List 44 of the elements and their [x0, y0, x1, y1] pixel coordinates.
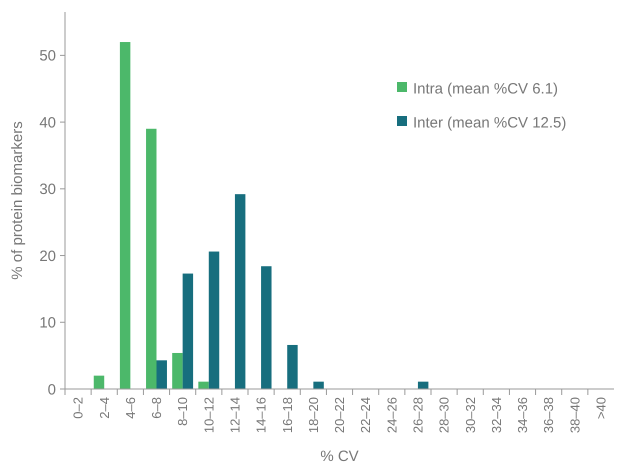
y-tick-label: 20 — [39, 248, 56, 265]
x-tick-label: 30–32 — [462, 397, 478, 434]
y-tick-label: 30 — [39, 181, 56, 198]
bar — [234, 194, 246, 389]
x-tick-label: 0–2 — [70, 397, 86, 419]
bar — [94, 376, 104, 389]
y-tick-label: 50 — [39, 48, 56, 65]
x-tick-label: 20–22 — [332, 397, 348, 434]
bar — [182, 274, 194, 389]
x-tick-label: 26–28 — [410, 397, 426, 434]
x-tick-label: 12–14 — [227, 397, 242, 434]
bar — [418, 382, 428, 389]
x-tick-label: >40 — [593, 397, 608, 420]
x-tick-label: 6–8 — [149, 397, 164, 419]
x-tick-label: 22–24 — [358, 397, 374, 434]
y-axis-title: % of protein biomarkers — [9, 121, 26, 280]
bar — [120, 42, 130, 389]
x-tick-label: 2–4 — [96, 397, 112, 419]
x-tick-label: 10–12 — [201, 397, 216, 434]
x-tick-label: 24–26 — [384, 397, 400, 434]
x-tick-label: 38–40 — [567, 397, 582, 434]
x-tick-label: 8–10 — [175, 397, 190, 426]
bar — [208, 252, 220, 389]
bar — [313, 382, 324, 389]
legend-label: Intra (mean %CV 6.1) — [413, 80, 558, 98]
y-tick-label: 40 — [39, 114, 56, 132]
bar — [261, 266, 272, 389]
x-tick-label: 28–30 — [436, 397, 452, 434]
x-axis-title: % CV — [320, 448, 359, 465]
x-tick-label: 18–20 — [306, 397, 321, 434]
bar — [146, 128, 156, 389]
legend-label: Inter (mean %CV 12.5) — [413, 114, 566, 132]
bar — [287, 344, 298, 389]
bar — [156, 360, 167, 389]
bar — [198, 382, 209, 389]
x-tick-label: 36–38 — [541, 397, 556, 434]
y-tick-label: 10 — [39, 314, 56, 332]
x-tick-label: 4–6 — [122, 397, 138, 419]
x-tick-label: 16–18 — [280, 397, 295, 434]
x-tick-label: 34–36 — [515, 397, 530, 434]
y-tick-label: 0 — [48, 381, 56, 398]
bar — [172, 352, 183, 389]
x-tick-label: 14–16 — [254, 397, 269, 434]
x-tick-label: 32–34 — [488, 397, 504, 434]
